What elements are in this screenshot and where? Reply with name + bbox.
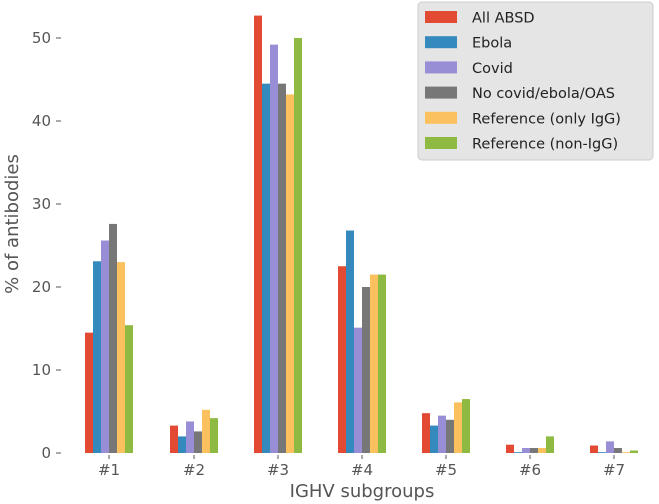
y-tick-label: 20 <box>32 278 51 296</box>
bar <box>117 262 125 453</box>
bar <box>270 44 278 453</box>
bar <box>125 325 133 453</box>
legend-swatch <box>425 11 457 23</box>
bar <box>254 15 262 454</box>
bar <box>598 452 606 453</box>
bar <box>522 448 530 453</box>
legend-label: All ABSD <box>472 11 535 27</box>
bar <box>362 287 370 453</box>
y-axis: 0 10 20 30 40 50 <box>32 29 61 462</box>
bar <box>614 448 622 453</box>
bar <box>546 436 554 453</box>
bars-group <box>85 15 638 454</box>
x-tick-label: #2 <box>183 461 205 479</box>
bar <box>170 425 178 453</box>
bar <box>622 452 630 453</box>
bar <box>438 415 446 453</box>
legend-swatch <box>425 86 457 99</box>
y-tick-label: 10 <box>32 361 51 379</box>
bar <box>210 418 218 453</box>
bar <box>514 452 522 453</box>
bar <box>462 399 470 453</box>
legend-label: Reference (non-IgG) <box>472 137 618 153</box>
bar <box>538 448 546 453</box>
bar <box>178 436 186 453</box>
legend-frame <box>417 1 654 161</box>
legend-label: Reference (only IgG) <box>472 111 621 127</box>
bar <box>606 441 614 453</box>
x-tick-label: #6 <box>519 461 541 479</box>
bar <box>378 274 386 453</box>
bar <box>422 413 430 453</box>
bar <box>202 409 210 453</box>
bar <box>430 425 438 453</box>
bar <box>338 266 346 453</box>
x-axis: #1 #2 #3 #4 #5 #6 #7 <box>98 455 625 479</box>
bar <box>346 230 354 453</box>
bar <box>186 421 194 453</box>
legend-label: No covid/ebola/OAS <box>472 86 615 102</box>
x-axis-label: IGHV subgroups <box>290 481 435 502</box>
y-tick-label: 50 <box>32 29 51 47</box>
bar <box>590 445 598 453</box>
bar <box>370 274 378 453</box>
bar <box>506 444 514 453</box>
y-tick-label: 0 <box>41 444 51 462</box>
x-tick-label: #4 <box>351 461 373 479</box>
bar <box>85 332 93 453</box>
bar <box>109 223 117 453</box>
bar <box>294 38 302 453</box>
y-tick-label: 30 <box>32 195 51 213</box>
x-tick-label: #3 <box>267 461 289 479</box>
bar <box>446 419 454 453</box>
y-tick-label: 40 <box>32 112 51 130</box>
bar <box>286 94 294 453</box>
bar <box>93 261 101 453</box>
bar <box>262 83 270 454</box>
legend-swatch <box>425 61 457 74</box>
bar <box>354 327 362 453</box>
legend-swatch <box>425 36 457 49</box>
x-tick-label: #5 <box>435 461 457 479</box>
x-tick-label: #1 <box>98 461 120 479</box>
legend-label: Ebola <box>472 36 512 52</box>
bar <box>630 450 638 453</box>
legend-label: Covid <box>472 61 513 77</box>
bar <box>530 448 538 453</box>
bar <box>278 83 286 454</box>
bar <box>194 431 202 453</box>
bar <box>101 240 109 453</box>
bar <box>454 402 462 453</box>
y-axis-label: % of antibodies <box>2 154 23 294</box>
legend: All ABSD Ebola Covid No covid/ebola/OAS Refe… <box>417 1 654 161</box>
x-tick-label: #7 <box>603 461 625 479</box>
legend-swatch <box>425 137 457 149</box>
legend-swatch <box>425 111 457 124</box>
